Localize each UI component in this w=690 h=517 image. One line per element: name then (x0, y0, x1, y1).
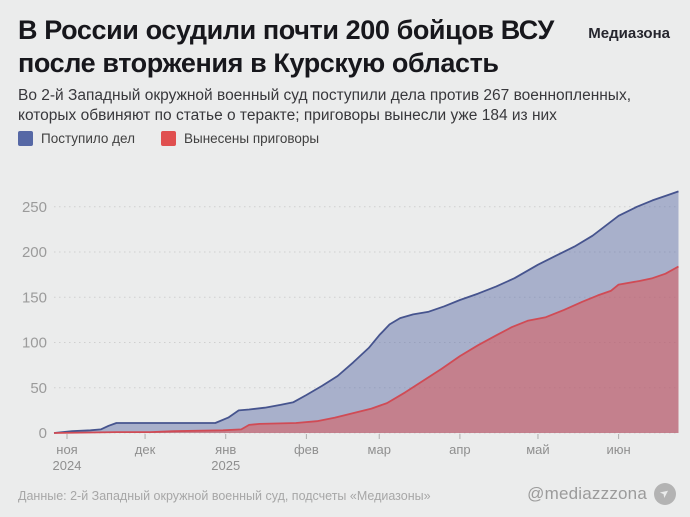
social-handle: @mediazzzona ➤ (527, 483, 676, 505)
x-tick-year: 2025 (211, 458, 240, 473)
legend: Поступило дел Вынесены приговоры (18, 131, 319, 146)
verdicts-swatch (161, 131, 176, 146)
y-tick-label: 0 (39, 425, 47, 442)
cases-line (53, 190, 679, 434)
legend-item-cases: Поступило дел (18, 131, 135, 146)
x-tick-label: мар (368, 442, 391, 457)
y-tick-label: 250 (22, 199, 47, 216)
x-tick-year: 2024 (53, 458, 82, 473)
verdicts-area (54, 266, 679, 433)
x-tick-label: июн (607, 442, 631, 457)
y-tick-label: 200 (22, 244, 47, 261)
subtitle: Во 2-й Западный окружной военный суд пос… (18, 87, 632, 125)
cases-swatch (18, 131, 33, 146)
y-tick-label: 50 (30, 380, 47, 397)
x-tick-label: май (526, 442, 549, 457)
brand-logo: Медиазона (588, 25, 670, 42)
telegram-icon: ➤ (654, 483, 676, 505)
x-tick-label: ноя (56, 442, 77, 457)
y-tick-label: 150 (22, 289, 47, 306)
y-tick-label: 100 (22, 335, 47, 352)
x-tick-label: апр (449, 442, 471, 457)
legend-label-verdicts: Вынесены приговоры (184, 131, 320, 146)
x-tick-label: фев (294, 442, 319, 457)
data-source: Данные: 2-й Западный окружной военный су… (18, 489, 431, 503)
social-handle-text: @mediazzzona (527, 484, 647, 503)
x-tick-label: янв (215, 442, 236, 457)
legend-label-cases: Поступило дел (41, 131, 135, 146)
verdicts-line (53, 265, 679, 434)
legend-item-verdicts: Вынесены приговоры (161, 131, 319, 146)
x-tick-label: дек (135, 442, 156, 457)
page-title: В России осудили почти 200 бойцов ВСУ по… (18, 15, 554, 78)
